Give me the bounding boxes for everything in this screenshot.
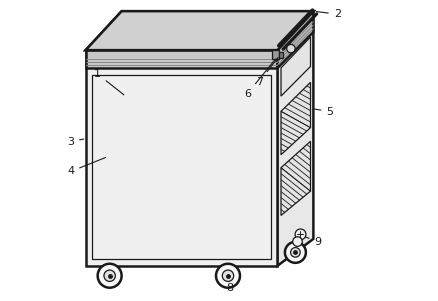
Polygon shape	[86, 11, 313, 50]
Circle shape	[104, 270, 115, 281]
Circle shape	[285, 242, 306, 263]
Text: 2: 2	[316, 9, 341, 19]
Polygon shape	[281, 82, 311, 155]
Circle shape	[98, 264, 122, 288]
Polygon shape	[281, 37, 311, 96]
Text: 9: 9	[305, 237, 321, 247]
Text: 7: 7	[256, 57, 278, 87]
Circle shape	[295, 229, 306, 240]
Polygon shape	[281, 141, 311, 216]
Text: 8: 8	[226, 276, 233, 293]
Polygon shape	[272, 50, 279, 59]
Polygon shape	[86, 50, 277, 68]
Circle shape	[293, 237, 302, 247]
Text: 6: 6	[244, 59, 276, 98]
Circle shape	[216, 264, 240, 288]
Polygon shape	[279, 52, 283, 58]
Polygon shape	[277, 11, 313, 68]
Circle shape	[223, 270, 234, 281]
Circle shape	[290, 248, 300, 257]
Polygon shape	[86, 50, 277, 266]
Text: 1: 1	[94, 69, 124, 95]
Text: 5: 5	[314, 107, 333, 116]
Text: 4: 4	[67, 157, 106, 176]
Polygon shape	[277, 11, 313, 266]
Polygon shape	[86, 11, 313, 50]
Circle shape	[287, 45, 295, 53]
Text: 3: 3	[67, 137, 84, 147]
